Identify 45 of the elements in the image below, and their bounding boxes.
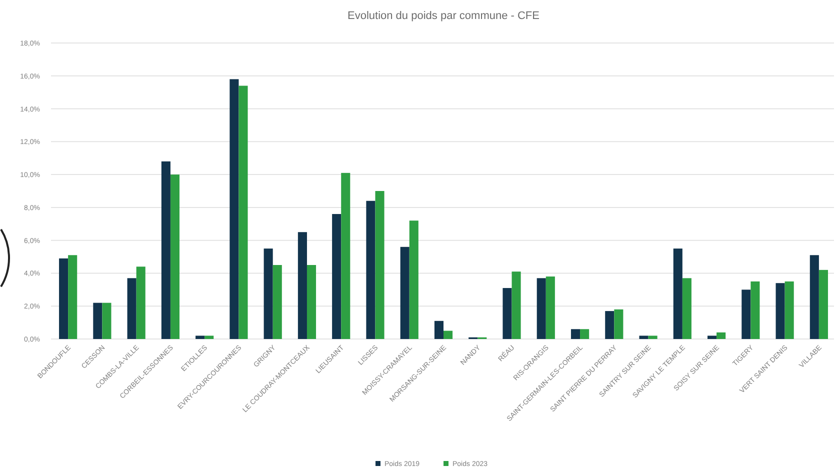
bar [673, 248, 682, 339]
chart-title: Evolution du poids par commune - CFE [348, 10, 540, 22]
bar [161, 161, 170, 339]
bar [102, 302, 112, 339]
bar [502, 288, 512, 339]
bar [750, 281, 760, 339]
bar [306, 265, 316, 339]
bar [818, 270, 828, 339]
bar [708, 336, 717, 339]
bar [204, 336, 214, 339]
bar [716, 332, 726, 339]
bar [434, 320, 444, 339]
bar [170, 174, 180, 339]
bar [298, 232, 307, 339]
bar [59, 258, 68, 339]
bar [536, 278, 546, 339]
bar [580, 329, 590, 339]
bar [332, 214, 342, 339]
bar [409, 220, 418, 339]
bar [682, 278, 692, 339]
bar [264, 248, 273, 339]
bar [605, 311, 614, 339]
bar [648, 336, 658, 339]
bar [546, 276, 555, 339]
bar [784, 281, 794, 339]
bar [272, 265, 282, 339]
bar [196, 336, 205, 339]
bar [68, 255, 78, 339]
bar [366, 200, 376, 339]
bar [614, 309, 624, 339]
bar [230, 79, 239, 339]
bar [512, 272, 521, 339]
bar [238, 86, 248, 339]
bar [810, 255, 819, 339]
bar [93, 302, 102, 339]
bar [570, 329, 580, 339]
bar [136, 266, 146, 339]
bar [776, 283, 785, 339]
bar [127, 278, 136, 339]
bar [444, 330, 453, 339]
bar [639, 336, 648, 339]
bar [375, 191, 384, 339]
bar [742, 290, 751, 339]
bar [341, 172, 350, 339]
bar [400, 246, 410, 339]
